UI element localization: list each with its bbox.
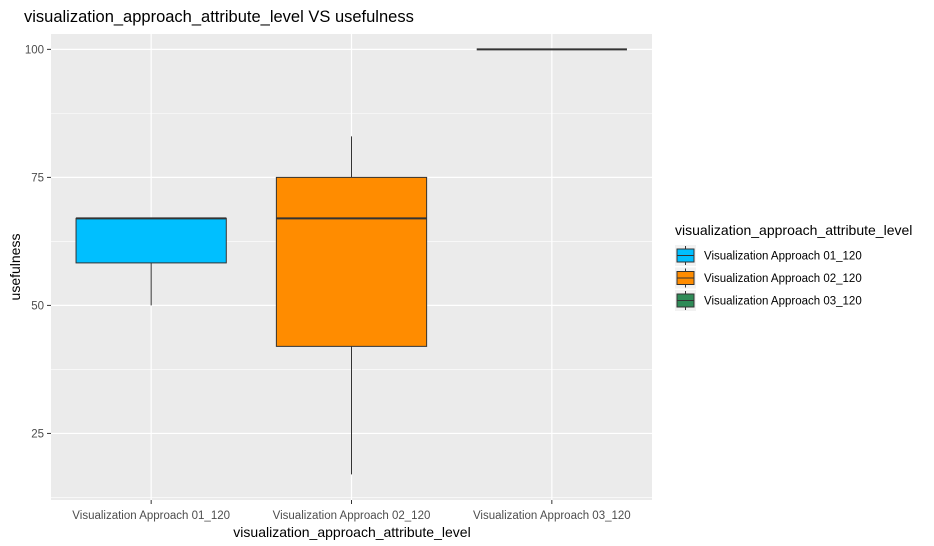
x-axis-title: visualization_approach_attribute_level [233, 524, 470, 540]
box-body [75, 217, 227, 264]
boxplots [75, 48, 627, 475]
x-tick-label: Visualization Approach 03_120 [473, 510, 631, 522]
y-tick-label: 25 [31, 428, 44, 440]
legend-label: Visualization Approach 03_120 [704, 296, 862, 308]
legend-item: Visualization Approach 02_120 [675, 267, 862, 289]
box-2 [275, 136, 428, 475]
y-tick-label: 100 [25, 44, 44, 56]
chart-title: visualization_approach_attribute_level V… [24, 8, 414, 26]
x-tick-label: Visualization Approach 01_120 [72, 510, 230, 522]
legend-item: Visualization Approach 01_120 [675, 245, 862, 266]
x-tick-label: Visualization Approach 02_120 [273, 510, 431, 522]
legend-label: Visualization Approach 01_120 [704, 251, 862, 263]
x-axis-ticks: Visualization Approach 01_120 Visualizati… [72, 500, 631, 522]
legend-item: Visualization Approach 03_120 [675, 290, 862, 311]
y-tick-label: 75 [31, 172, 44, 184]
legend-label: Visualization Approach 02_120 [704, 273, 862, 285]
y-tick-label: 50 [31, 300, 44, 312]
y-axis-ticks: 25 50 75 100 [25, 44, 51, 440]
box-1 [75, 217, 227, 306]
y-axis-title: usefulness [7, 234, 23, 301]
legend: visualization_approach_attribute_level V… [675, 222, 912, 311]
legend-title: visualization_approach_attribute_level [675, 222, 912, 238]
box-body [275, 176, 428, 347]
